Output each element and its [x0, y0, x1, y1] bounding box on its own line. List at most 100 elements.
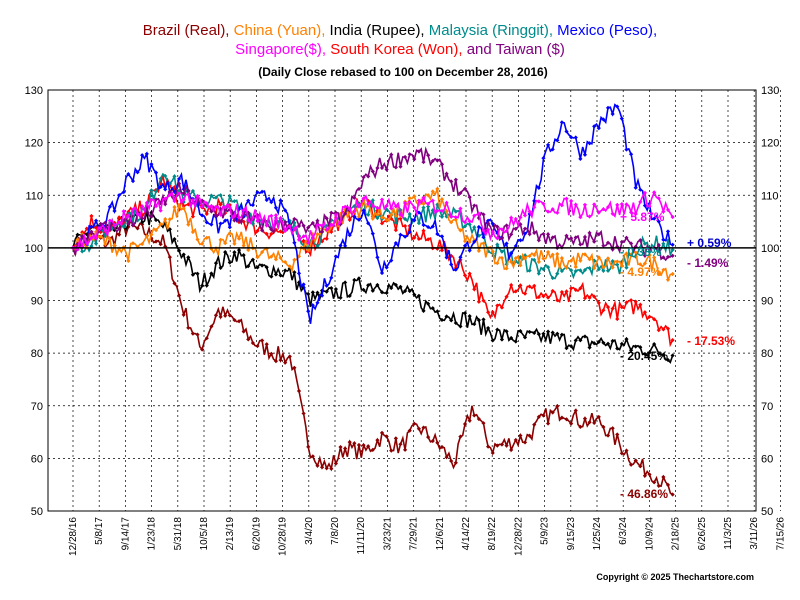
series-point: [467, 314, 472, 319]
series-point: [241, 243, 246, 248]
series-point: [227, 193, 232, 199]
series-point: [144, 151, 149, 156]
series-point: [633, 211, 638, 217]
series-point: [605, 256, 611, 261]
series-point: [522, 226, 528, 231]
series-point: [439, 317, 445, 323]
series-point: [578, 258, 583, 263]
series-point: [195, 237, 200, 242]
series-point: [421, 228, 426, 233]
series-point: [329, 275, 334, 280]
series-point: [555, 138, 560, 143]
series-point: [361, 287, 366, 292]
series-point: [541, 331, 546, 336]
series-point: [306, 444, 311, 449]
series-point: [582, 334, 588, 339]
series-point: [592, 265, 597, 271]
series-point: [430, 189, 435, 194]
series-point: [227, 313, 232, 318]
series-point: [384, 434, 389, 439]
y-tick-label-left: 120: [25, 138, 43, 150]
series-point: [343, 243, 348, 248]
series-point: [467, 194, 472, 200]
series-point: [513, 226, 518, 231]
series-point: [389, 216, 394, 221]
series-point: [638, 187, 643, 192]
y-tick-label-right: 130: [761, 85, 779, 97]
series-point: [453, 215, 458, 220]
series-point: [343, 211, 348, 216]
series-point: [352, 441, 357, 446]
series-point: [98, 221, 103, 226]
series-point: [167, 192, 172, 198]
series-point: [107, 218, 112, 223]
series-point: [416, 210, 422, 215]
series-point: [107, 204, 112, 209]
series-point: [421, 308, 426, 313]
series-point: [550, 330, 555, 335]
series-point: [624, 336, 629, 342]
series-point: [462, 421, 468, 427]
series-point: [283, 208, 288, 213]
series-point: [333, 254, 339, 259]
title-part: and Taiwan ($): [467, 41, 565, 58]
series-point: [416, 149, 422, 154]
series-point: [366, 212, 371, 217]
series-point: [449, 318, 454, 323]
series-point: [578, 242, 583, 247]
series-point: [153, 204, 159, 209]
series-point: [582, 234, 588, 240]
series-point: [615, 262, 620, 267]
series-point: [601, 308, 606, 313]
series-point: [255, 190, 260, 195]
series-point: [550, 410, 555, 415]
series-point: [89, 213, 94, 219]
series-point: [661, 209, 666, 214]
series-point: [476, 224, 481, 230]
series-point: [522, 291, 528, 296]
series-point: [176, 191, 182, 196]
series-point: [633, 299, 638, 304]
series-point: [522, 253, 528, 258]
series-point: [458, 190, 463, 196]
series-point: [573, 287, 578, 292]
series-point: [509, 335, 514, 341]
series-point: [513, 437, 518, 443]
series-point: [499, 337, 505, 342]
series-point: [472, 203, 477, 208]
series-point: [158, 208, 163, 213]
series-point: [647, 204, 652, 209]
series-point: [144, 234, 149, 239]
series-point: [518, 433, 523, 438]
series-point: [615, 202, 620, 207]
series-point: [149, 188, 154, 193]
series-point: [389, 448, 394, 453]
change-label: - 46.86%: [620, 487, 668, 501]
series-point: [605, 304, 611, 310]
series-point: [393, 282, 398, 288]
series-point: [652, 216, 657, 221]
series-point: [642, 261, 648, 266]
series-point: [462, 220, 468, 225]
series-point: [329, 285, 334, 291]
series-point: [536, 185, 541, 190]
series-point: [167, 189, 172, 194]
series-point: [490, 221, 495, 226]
series-point: [213, 313, 219, 318]
series-point: [356, 442, 362, 448]
series-point: [149, 197, 154, 202]
series-point: [84, 241, 89, 246]
series-point: [117, 232, 122, 237]
series-point: [569, 286, 574, 291]
series-point: [619, 451, 624, 456]
series-point: [532, 205, 537, 210]
series-point: [462, 273, 468, 278]
series-point: [665, 482, 671, 487]
series-point: [656, 328, 661, 333]
series-point: [412, 292, 417, 297]
series-point: [98, 234, 103, 239]
series-point: [628, 462, 634, 467]
series-point: [453, 177, 458, 182]
series-point: [527, 268, 532, 273]
series-point: [596, 255, 601, 260]
